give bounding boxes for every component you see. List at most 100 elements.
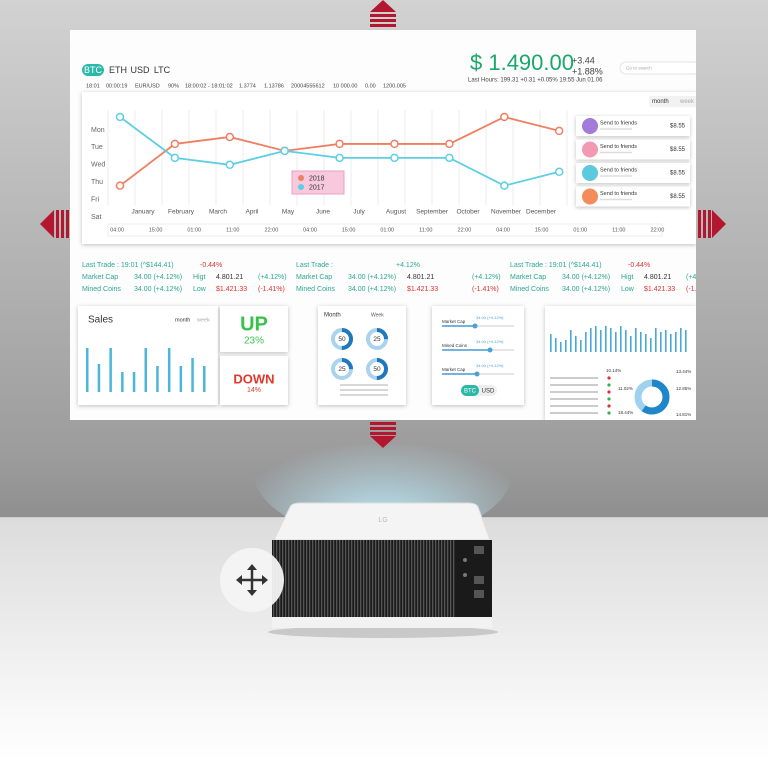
sales-title: Sales bbox=[88, 315, 113, 326]
trade-cell: Market Cap bbox=[296, 274, 332, 281]
legend-label: 2017 bbox=[309, 184, 325, 191]
pie-label: 18.44% bbox=[618, 410, 633, 415]
x-tick-label: April bbox=[245, 209, 259, 216]
donut-label: 50 bbox=[338, 336, 346, 343]
card-title: Send to friends bbox=[600, 120, 637, 126]
bar bbox=[680, 328, 682, 352]
pie-arc bbox=[634, 379, 670, 415]
ticker-value: 10 000.00 bbox=[333, 83, 357, 89]
trade-cell: $1.421.33 bbox=[644, 286, 675, 293]
bar bbox=[132, 372, 136, 392]
ticker-value: 1.3774 bbox=[239, 83, 256, 89]
trade-cell: Low bbox=[193, 286, 207, 293]
sales-panel bbox=[78, 306, 218, 405]
x-tick-label: October bbox=[456, 209, 480, 216]
search-placeholder: Go to search bbox=[626, 66, 652, 71]
bar bbox=[685, 330, 687, 352]
tab: BTC bbox=[84, 65, 103, 75]
card-amount: $8.55 bbox=[670, 147, 686, 153]
slider-knob[interactable] bbox=[472, 323, 478, 329]
bar bbox=[630, 336, 632, 352]
trade-cell: (+4.12%) bbox=[686, 274, 715, 281]
bar bbox=[650, 338, 652, 352]
ticker-value: 20004555612 bbox=[291, 83, 325, 89]
point bbox=[335, 153, 344, 163]
time-label: 22:00 bbox=[265, 227, 279, 233]
y-tick-label: Wed bbox=[91, 162, 105, 169]
trade-change: -0.44% bbox=[628, 262, 650, 269]
bar bbox=[655, 328, 657, 352]
point bbox=[500, 112, 509, 122]
trade-cell: Market Cap bbox=[82, 274, 118, 281]
ticker-value: EUR/USD bbox=[135, 83, 160, 89]
pie-label: 14.81% bbox=[676, 412, 691, 417]
card-title: Send to friends bbox=[600, 191, 637, 197]
ticker-value: 1200.005 bbox=[383, 83, 406, 89]
table-marker bbox=[607, 404, 611, 408]
card-amount: $8.55 bbox=[670, 171, 686, 177]
bar bbox=[575, 336, 577, 352]
card-title: Send to friends bbox=[600, 167, 637, 173]
bar bbox=[620, 326, 622, 352]
last-trade: Last Trade : bbox=[296, 262, 333, 269]
point bbox=[390, 153, 399, 163]
bar bbox=[660, 332, 662, 352]
x-tick-label: June bbox=[316, 209, 330, 216]
time-label: 04:00 bbox=[303, 227, 317, 233]
point bbox=[500, 181, 509, 190]
stats-panel bbox=[545, 306, 696, 420]
point bbox=[225, 160, 235, 170]
y-tick-label: Sat bbox=[91, 214, 102, 221]
point bbox=[170, 139, 180, 149]
card bbox=[576, 139, 690, 160]
trade-cell: Mined Coins bbox=[510, 286, 549, 293]
last-trade: Last Trade : 19:01 (^$144.41) bbox=[510, 262, 602, 269]
donut-arc bbox=[366, 358, 388, 380]
bar bbox=[665, 330, 667, 352]
slider-knob[interactable] bbox=[474, 371, 480, 377]
donut-arc bbox=[331, 358, 353, 380]
toggle[interactable] bbox=[649, 96, 699, 107]
bar bbox=[600, 330, 602, 352]
trade-cell: 4.801.21 bbox=[216, 274, 243, 281]
x-tick-label: September bbox=[416, 209, 449, 216]
trade-cell: 34.00 (+4.12%) bbox=[348, 286, 396, 293]
price-change: +3.44 bbox=[572, 55, 595, 65]
search-box[interactable] bbox=[619, 61, 700, 75]
point bbox=[225, 132, 235, 142]
y-tick-label: Thu bbox=[91, 179, 103, 186]
bar bbox=[640, 332, 642, 352]
donut-panel bbox=[318, 306, 406, 405]
card-icon bbox=[582, 188, 598, 205]
point bbox=[554, 167, 564, 177]
slider-label: Market Cap bbox=[442, 319, 466, 324]
point bbox=[170, 153, 180, 163]
pie-label: 13.44% bbox=[676, 369, 691, 374]
projector bbox=[268, 502, 498, 638]
donut-label: 25 bbox=[338, 366, 346, 373]
trade-cell: (-1.41%) bbox=[686, 286, 713, 293]
ticker-value: 1.13786 bbox=[264, 83, 284, 89]
trade-cell: Market Cap bbox=[510, 274, 546, 281]
bar bbox=[144, 348, 147, 392]
ticker-value: 18:01 bbox=[86, 83, 100, 89]
pie-label: 10.14% bbox=[606, 368, 621, 373]
arrow-up bbox=[370, 0, 396, 27]
x-tick-label: July bbox=[353, 209, 365, 216]
currency-option: BTC bbox=[464, 389, 477, 395]
legend-swatch bbox=[298, 184, 304, 190]
donut-header: Week bbox=[371, 312, 384, 318]
move-icon bbox=[220, 548, 284, 612]
time-label: 15:00 bbox=[342, 227, 356, 233]
donut-label: 25 bbox=[373, 336, 381, 343]
trade-cell: Mined Coins bbox=[82, 286, 121, 293]
trade-cell: (+4.12%) bbox=[472, 274, 501, 281]
donut-header: Month bbox=[324, 313, 341, 319]
card-icon bbox=[582, 165, 598, 181]
trade-cell: $1.421.33 bbox=[407, 286, 438, 293]
bar bbox=[615, 332, 617, 352]
x-tick-label: March bbox=[209, 209, 227, 216]
ticker-value: 90% bbox=[168, 83, 179, 89]
time-label: 04:00 bbox=[496, 227, 510, 233]
slider-knob[interactable] bbox=[487, 347, 493, 353]
